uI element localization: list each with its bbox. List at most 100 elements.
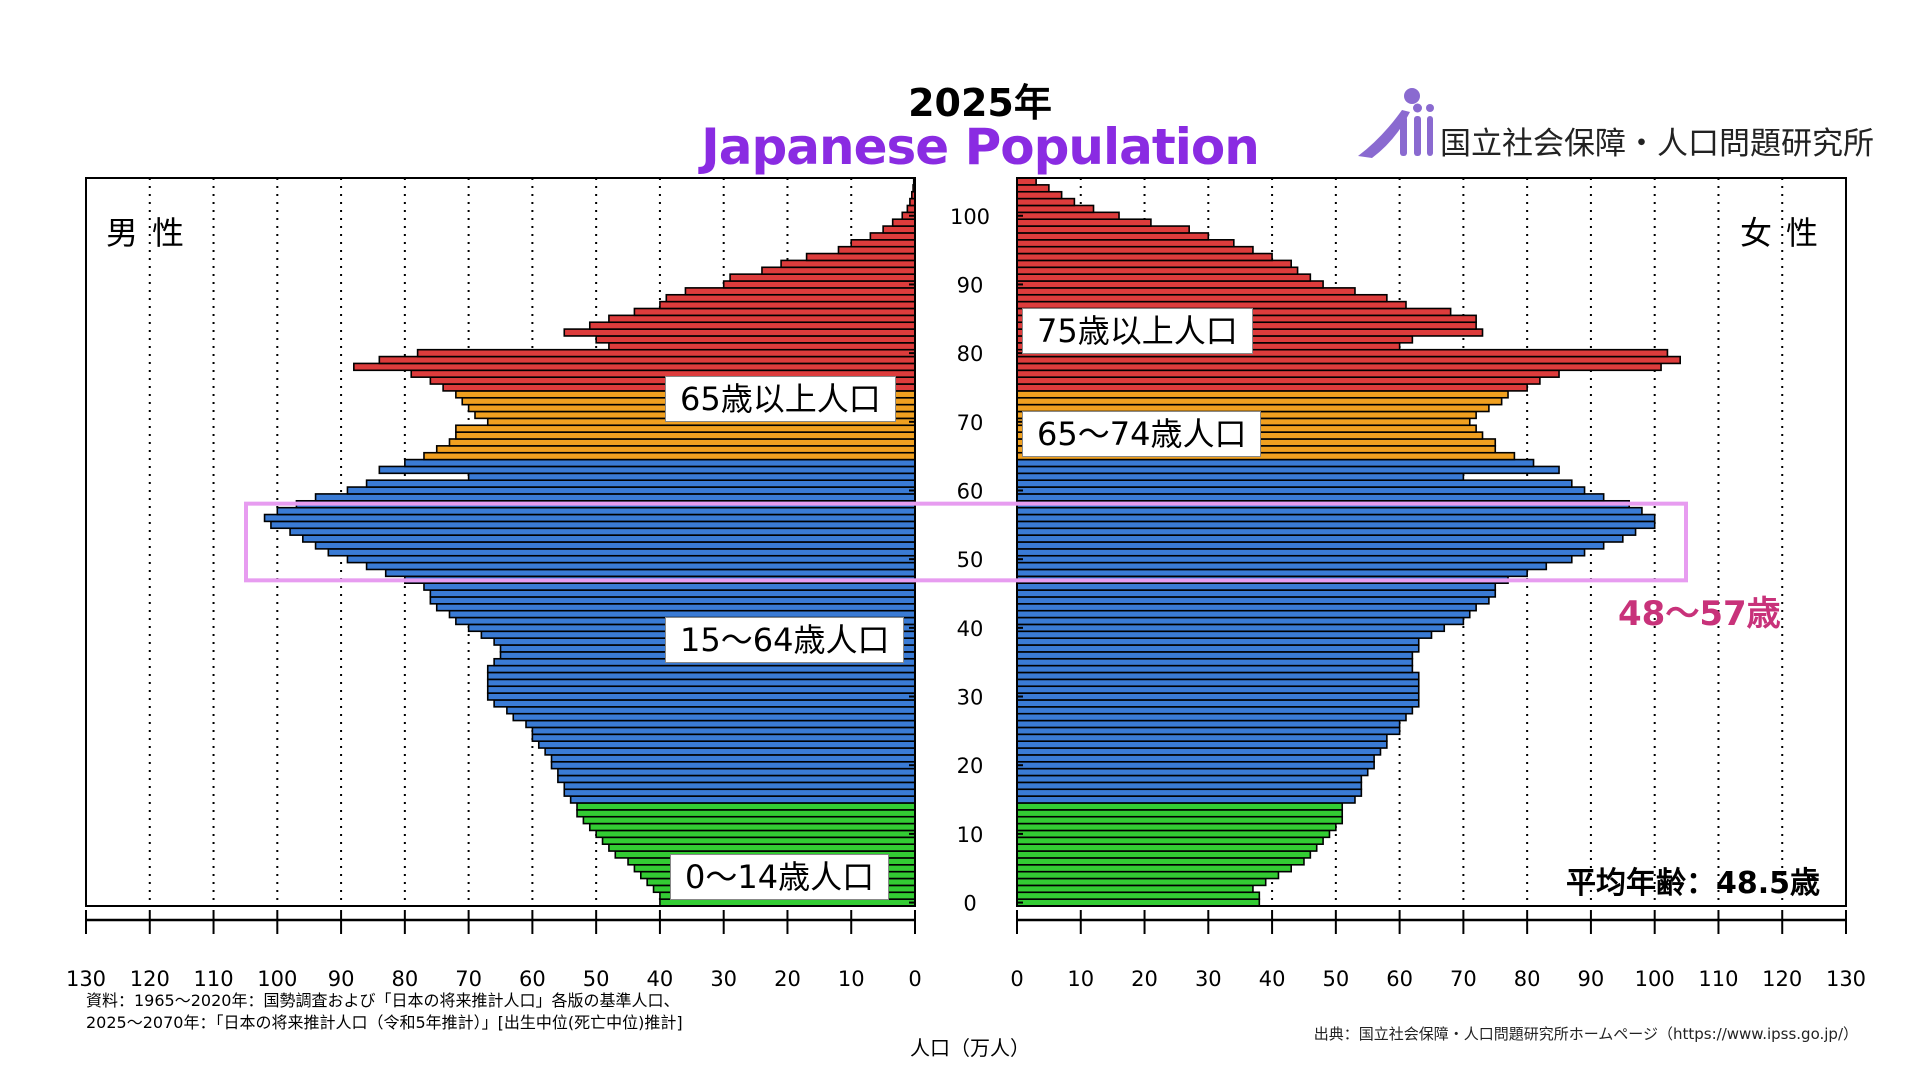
x-tick-label-right: 0 bbox=[1010, 967, 1023, 991]
bar-female bbox=[1016, 870, 1280, 880]
bar-male bbox=[486, 692, 916, 701]
bar-female bbox=[1016, 561, 1548, 571]
x-tick-label-right: 130 bbox=[1826, 967, 1866, 991]
bar-male bbox=[665, 293, 916, 303]
bar-female bbox=[1016, 390, 1509, 399]
x-tick-label-right: 60 bbox=[1386, 967, 1413, 991]
bar-male bbox=[455, 424, 916, 433]
bar-male bbox=[550, 754, 916, 763]
x-axis-unit-label: 人口（万人） bbox=[910, 1036, 1030, 1060]
bar-male bbox=[314, 493, 916, 502]
bar-female bbox=[1016, 616, 1465, 626]
chart-title: Japanese Population bbox=[701, 118, 1260, 176]
bar-male bbox=[365, 479, 916, 488]
bar-female bbox=[1016, 726, 1401, 736]
x-tick-label-left: 40 bbox=[647, 967, 674, 991]
bar-female bbox=[1016, 836, 1324, 845]
institute-name: 国立社会保障・人口問題研究所 bbox=[1440, 126, 1874, 162]
bar-male bbox=[346, 554, 916, 564]
age-ticks: 0 10 20 30 40 50 60 70 80 90 100 bbox=[909, 205, 1023, 916]
bar-female bbox=[1016, 589, 1497, 598]
bar-female bbox=[1016, 637, 1420, 646]
age-tick-label: 90 bbox=[957, 273, 984, 297]
bar-female bbox=[1016, 527, 1637, 536]
bar-female bbox=[1016, 712, 1407, 722]
bar-male bbox=[595, 335, 916, 344]
chart-frames bbox=[85, 177, 1847, 907]
bar-male bbox=[595, 829, 916, 839]
bar-male bbox=[455, 431, 916, 440]
bar-male bbox=[805, 252, 916, 262]
bar-male bbox=[346, 486, 916, 495]
bar-female bbox=[1016, 362, 1662, 372]
bar-female bbox=[1016, 465, 1560, 475]
bar-female bbox=[1016, 877, 1267, 887]
data-source-line2: 2025～2070年：「日本の将来推計人口（令和5年推計）」[出生中位(死亡中位… bbox=[86, 1013, 683, 1032]
highlight-box-48-57 bbox=[244, 501, 1688, 583]
bar-male bbox=[423, 451, 916, 461]
bar-female bbox=[1016, 863, 1293, 873]
bar-female bbox=[1016, 740, 1388, 749]
bar-female bbox=[1016, 657, 1414, 667]
bar-female bbox=[1016, 177, 1037, 186]
bar-male bbox=[729, 273, 916, 282]
x-tick-label-left: 30 bbox=[710, 967, 737, 991]
bar-male bbox=[608, 314, 916, 324]
age-tick-label: 50 bbox=[957, 548, 984, 572]
bar-male bbox=[435, 603, 916, 612]
bar-male bbox=[588, 822, 916, 832]
bar-female bbox=[1016, 685, 1420, 694]
x-tick-label-left: 80 bbox=[391, 967, 418, 991]
x-tick-label-right: 80 bbox=[1514, 967, 1541, 991]
bar-female bbox=[1016, 809, 1344, 818]
bar-male bbox=[353, 362, 916, 372]
bar-male bbox=[429, 589, 916, 598]
bar-female bbox=[1016, 280, 1324, 289]
bar-female bbox=[1016, 520, 1656, 530]
bar-female bbox=[1016, 754, 1375, 763]
x-tick-label-left: 0 bbox=[908, 967, 921, 991]
data-source-line1: 資料：1965～2020年：国勢調査および「日本の将来推計人口」各版の基準人口、 bbox=[86, 991, 680, 1010]
bar-male bbox=[882, 225, 916, 234]
age-tick-label: 60 bbox=[957, 479, 984, 503]
data-source: 資料：1965～2020年：国勢調査および「日本の将来推計人口」各版の基準人口、… bbox=[86, 990, 683, 1034]
label-65plus: 65歳以上人口 bbox=[665, 376, 896, 422]
bar-male bbox=[869, 232, 916, 241]
bar-female bbox=[1016, 232, 1210, 241]
bar-male bbox=[537, 740, 916, 749]
bar-male bbox=[493, 699, 916, 708]
bars-female bbox=[1016, 177, 1682, 907]
age-tick-label: 10 bbox=[957, 823, 984, 847]
bar-female bbox=[1016, 767, 1369, 777]
label-75plus: 75歳以上人口 bbox=[1022, 308, 1253, 354]
bar-male bbox=[891, 218, 916, 227]
bar-male bbox=[429, 596, 916, 605]
bar-female bbox=[1016, 802, 1344, 811]
bar-male bbox=[557, 774, 916, 784]
bar-female bbox=[1016, 699, 1420, 708]
bar-female bbox=[1016, 898, 1261, 907]
x-tick-label-left: 110 bbox=[193, 967, 233, 991]
age-tick-label: 100 bbox=[950, 205, 990, 229]
x-tick-label-right: 100 bbox=[1635, 967, 1675, 991]
age-tick-label: 40 bbox=[957, 617, 984, 641]
bar-female bbox=[1016, 623, 1446, 633]
bar-female bbox=[1016, 644, 1420, 653]
bar-female bbox=[1016, 190, 1063, 200]
bar-male bbox=[780, 259, 916, 269]
bar-male bbox=[423, 582, 916, 591]
x-tick-label-left: 70 bbox=[455, 967, 482, 991]
bar-female bbox=[1016, 692, 1420, 701]
bar-female bbox=[1016, 857, 1305, 866]
bar-male bbox=[486, 664, 916, 674]
bar-male bbox=[404, 458, 916, 468]
bar-female bbox=[1016, 850, 1312, 859]
bar-female bbox=[1016, 534, 1624, 543]
bar-male bbox=[384, 568, 916, 578]
age-tick-label: 80 bbox=[957, 342, 984, 366]
bar-male bbox=[659, 898, 916, 907]
bar-male bbox=[633, 307, 916, 317]
x-axis: 0 0 10 10 20 20 30 30 40 40 50 50 60 60 70 70 80 80 90 90 10… bbox=[66, 910, 1866, 991]
bar-male bbox=[722, 280, 916, 289]
bar-male bbox=[486, 671, 916, 681]
